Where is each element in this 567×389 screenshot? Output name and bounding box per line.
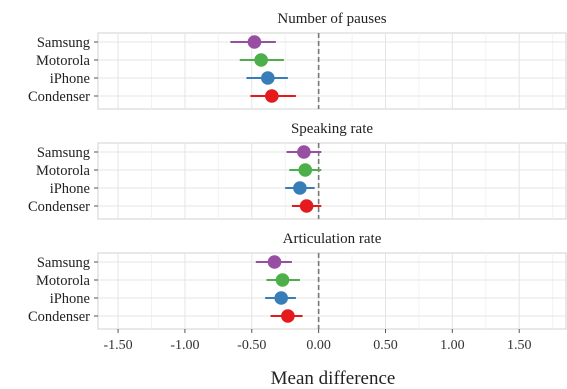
category-label: Samsung [37,145,90,161]
x-axis-title: Mean difference [271,368,396,389]
chart-panels: Number of pauses Samsung Motorola iPhone Con… [28,11,567,330]
estimate-point-condenser [265,89,279,103]
x-tick-label: 0.50 [373,338,398,353]
x-tick-label: -1.50 [103,338,132,353]
category-label: iPhone [50,181,90,197]
estimate-point-iphone [261,71,275,85]
x-tick-label: 0.00 [306,338,331,353]
category-label: Condenser [28,309,90,325]
estimate-point-samsung [267,255,282,269]
panel-title: Speaking rate [291,121,373,137]
estimate-point-condenser [281,309,295,323]
category-label: Motorola [36,53,91,69]
x-tick-label: 1.50 [507,338,532,353]
panel-2: Articulation rate Samsung Motorola iPhone Co… [28,231,567,330]
estimate-point-samsung [297,145,311,159]
panel-title: Articulation rate [283,231,382,247]
category-label: Samsung [37,255,90,271]
x-axis: -1.50 -1.00 -0.50 0.00 0.50 1.00 1.50 [103,329,531,353]
estimate-point-iphone [293,181,307,195]
panel-title: Number of pauses [277,11,386,27]
panel-0: Number of pauses Samsung Motorola iPhone Con… [28,11,567,110]
estimate-point-motorola [298,163,313,177]
category-label: iPhone [50,71,90,87]
estimate-point-condenser [299,199,314,213]
x-tick-label: -1.00 [170,338,199,353]
estimate-point-iphone [274,291,288,305]
panel-frame [97,142,567,220]
category-label: iPhone [50,291,90,307]
category-label: Condenser [28,199,90,215]
x-tick-label: -0.50 [237,338,266,353]
panel-1: Speaking rate Samsung Motorola iPhone Conden… [28,121,567,220]
x-tick-label: 1.00 [440,338,465,353]
estimate-point-motorola [275,273,290,287]
category-label: Samsung [37,35,90,51]
category-label: Motorola [36,273,91,289]
category-label: Condenser [28,89,90,105]
panel-frame [97,32,567,110]
estimate-point-motorola [254,53,268,67]
panel-frame [97,252,567,330]
category-label: Motorola [36,163,91,179]
estimate-point-samsung [247,35,262,49]
